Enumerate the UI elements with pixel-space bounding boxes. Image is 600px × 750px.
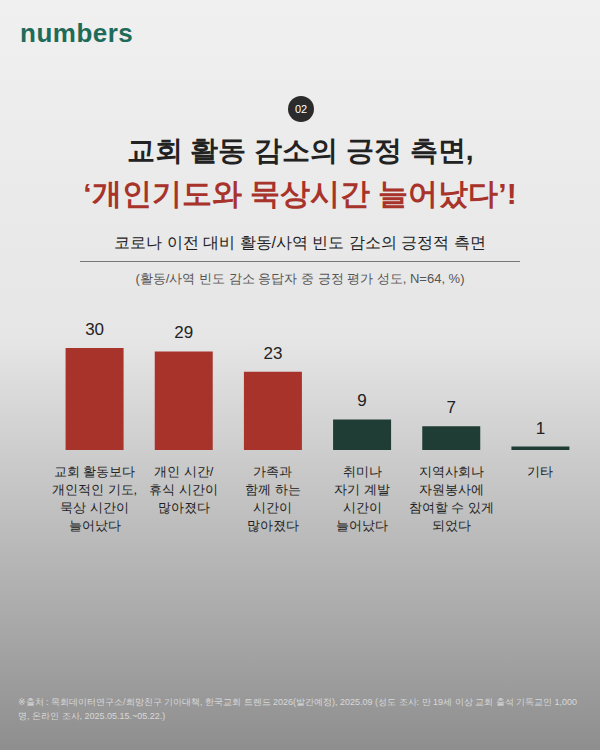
svg-text:30: 30 bbox=[85, 320, 104, 339]
svg-text:기타: 기타 bbox=[527, 464, 553, 479]
html-text:※출처 : 목회데이터연구소/희망친구 기아대책, 한국교회: ※출처 : 목회데이터연구소/희망친구 기아대책, 한국교회 트렌드 2026(… bbox=[18, 697, 578, 721]
svg-text:늘어났다: 늘어났다 bbox=[336, 518, 388, 533]
svg-text:취미나: 취미나 bbox=[343, 464, 382, 479]
html-text:‘개인기도와 묵상시간 늘어났다’!: ‘개인기도와 묵상시간 늘어났다’! bbox=[83, 177, 517, 210]
svg-text:많아졌다: 많아졌다 bbox=[247, 518, 299, 533]
svg-text:지역사회나: 지역사회나 bbox=[419, 464, 484, 479]
svg-text:개인적인 기도,: 개인적인 기도, bbox=[52, 482, 137, 497]
svg-text:7: 7 bbox=[447, 398, 456, 417]
svg-text:휴식 시간이: 휴식 시간이 bbox=[149, 482, 218, 497]
html-text:02: 02 bbox=[294, 103, 308, 115]
svg-text:되었다: 되었다 bbox=[432, 518, 471, 533]
svg-text:9: 9 bbox=[357, 391, 366, 410]
html-text:(활동/사역 빈도 감소 응답자 중 긍정 평가 성도, N: (활동/사역 빈도 감소 응답자 중 긍정 평가 성도, N=64, %) bbox=[135, 271, 465, 286]
svg-text:23: 23 bbox=[263, 344, 282, 363]
svg-text:시간이: 시간이 bbox=[253, 500, 292, 515]
svg-text:시간이: 시간이 bbox=[343, 500, 382, 515]
svg-text:함께 하는: 함께 하는 bbox=[245, 482, 301, 497]
svg-text:자원봉사에: 자원봉사에 bbox=[419, 482, 484, 497]
svg-text:29: 29 bbox=[174, 323, 193, 342]
svg-text:참여할 수 있게: 참여할 수 있게 bbox=[409, 500, 494, 515]
svg-text:많아졌다: 많아졌다 bbox=[158, 500, 210, 515]
html-text:교회 활동 감소의 긍정 측면,: 교회 활동 감소의 긍정 측면, bbox=[126, 135, 474, 166]
svg-text:늘어났다: 늘어났다 bbox=[69, 518, 121, 533]
html-text:코로나 이전 대비 활동/사역 빈도 감소의 긍정적 측면: 코로나 이전 대비 활동/사역 빈도 감소의 긍정적 측면 bbox=[114, 234, 486, 251]
svg-text:가족과: 가족과 bbox=[253, 464, 292, 479]
svg-text:자기 계발: 자기 계발 bbox=[334, 482, 390, 497]
svg-text:교회 활동보다: 교회 활동보다 bbox=[54, 464, 136, 479]
svg-text:묵상 시간이: 묵상 시간이 bbox=[60, 500, 129, 515]
html-text:numbers: numbers bbox=[20, 18, 134, 48]
svg-text:개인 시간/: 개인 시간/ bbox=[154, 464, 214, 479]
svg-text:1: 1 bbox=[536, 419, 545, 438]
